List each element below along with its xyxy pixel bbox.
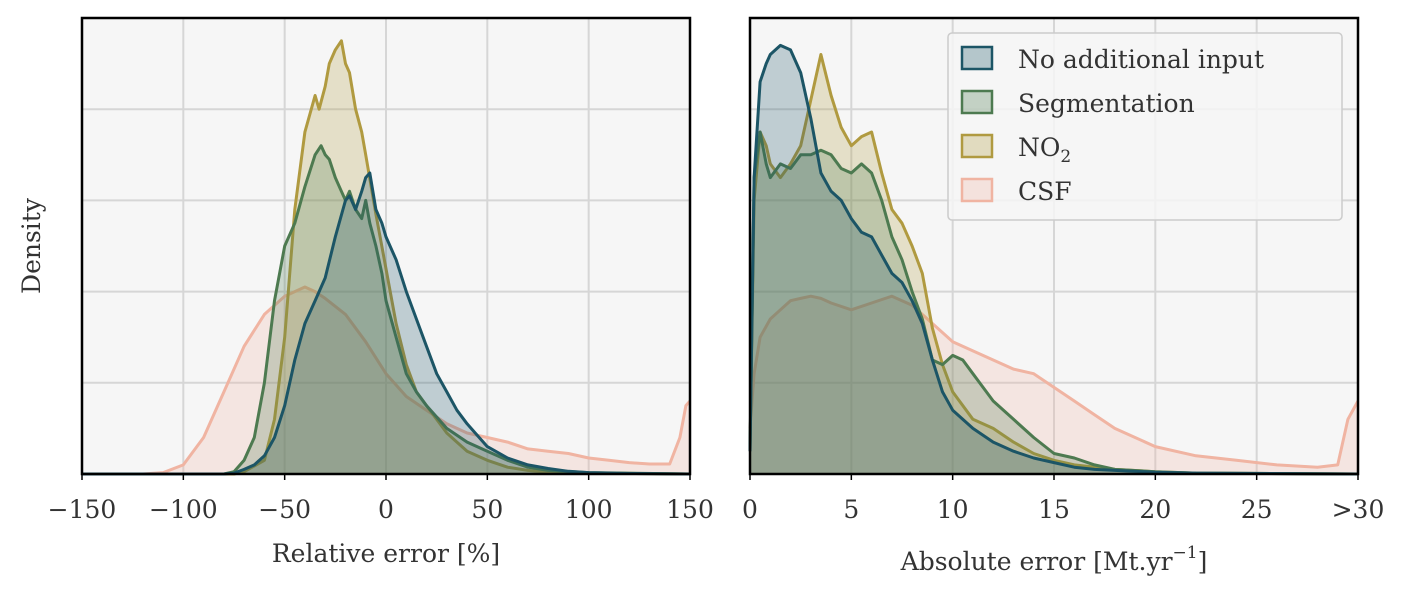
density-line-seg bbox=[748, 130, 1359, 476]
x-tick-label: 5 bbox=[843, 495, 859, 524]
x-tick-labels: −150 −100 −50 0 50 100 150 bbox=[48, 474, 714, 524]
x-tick-label: 15 bbox=[1038, 495, 1070, 524]
legend: No additional input Segmentation NO2 CSF bbox=[947, 32, 1343, 221]
x-axis-label-main: Absolute error [Mt.yr bbox=[900, 547, 1173, 576]
x-tick-label: 10 bbox=[937, 495, 969, 524]
relative-error-panel: −150 −100 −50 0 50 100 150 Relative error [%] … bbox=[17, 16, 714, 568]
density-areas bbox=[82, 39, 692, 476]
density-line-noinput bbox=[748, 43, 1359, 476]
x-tick-label: −50 bbox=[258, 495, 311, 524]
x-axis-label-suffix: ] bbox=[1198, 547, 1208, 576]
legend-box bbox=[947, 32, 1343, 221]
density-area-seg bbox=[82, 145, 690, 474]
legend-label-subscript: 2 bbox=[1060, 147, 1071, 167]
legend-entry-no-additional-input: No additional input bbox=[960, 45, 1264, 74]
x-tick-label: −150 bbox=[48, 495, 117, 524]
density-area-no2 bbox=[82, 40, 690, 475]
density-area-csf bbox=[82, 287, 690, 474]
density-area-noinput bbox=[82, 173, 690, 474]
x-tick-label: 100 bbox=[565, 495, 613, 524]
absolute-error-panel: 0 5 10 15 20 25 >30 Absolute error [Mt.yr−1] N… bbox=[742, 16, 1384, 576]
legend-entry-segmentation: Segmentation bbox=[960, 89, 1195, 118]
x-tick-label: >30 bbox=[1332, 495, 1385, 524]
x-axis-label: Absolute error [Mt.yr−1] bbox=[900, 543, 1208, 576]
legend-swatch bbox=[960, 177, 994, 203]
legend-swatch bbox=[960, 89, 994, 115]
y-axis-label: Density bbox=[17, 197, 46, 294]
x-axis-label: Relative error [%] bbox=[272, 539, 500, 568]
density-line-no2 bbox=[748, 53, 1359, 476]
legend-swatch bbox=[960, 133, 994, 159]
density-area-no2 bbox=[750, 54, 1358, 474]
density-line-no2 bbox=[82, 39, 691, 476]
legend-label: NO2 bbox=[1018, 133, 1071, 167]
density-area-seg bbox=[750, 132, 1358, 474]
legend-label: No additional input bbox=[1018, 45, 1264, 74]
density-areas bbox=[748, 43, 1360, 476]
legend-entry-csf: CSF bbox=[960, 177, 1072, 206]
density-line-csf bbox=[748, 294, 1360, 469]
legend-label: Segmentation bbox=[1018, 89, 1195, 118]
x-tick-label: 50 bbox=[471, 495, 503, 524]
density-area-noinput bbox=[750, 45, 1358, 475]
x-tick-label: 0 bbox=[742, 495, 758, 524]
legend-label: CSF bbox=[1018, 177, 1072, 206]
x-tick-label: 25 bbox=[1241, 495, 1273, 524]
x-tick-labels: 0 5 10 15 20 25 >30 bbox=[742, 474, 1384, 524]
x-tick-label: 20 bbox=[1139, 495, 1171, 524]
x-axis-label-superscript: −1 bbox=[1173, 543, 1198, 563]
legend-swatch bbox=[960, 45, 994, 71]
density-line-csf bbox=[82, 285, 692, 476]
legend-entry-no2: NO2 bbox=[960, 133, 1071, 167]
density-area-csf bbox=[750, 296, 1358, 474]
legend-label-main: NO bbox=[1018, 133, 1060, 162]
x-tick-label: −100 bbox=[149, 495, 218, 524]
density-line-noinput bbox=[82, 171, 691, 476]
x-tick-label: 150 bbox=[666, 495, 714, 524]
x-tick-label: 0 bbox=[378, 495, 394, 524]
